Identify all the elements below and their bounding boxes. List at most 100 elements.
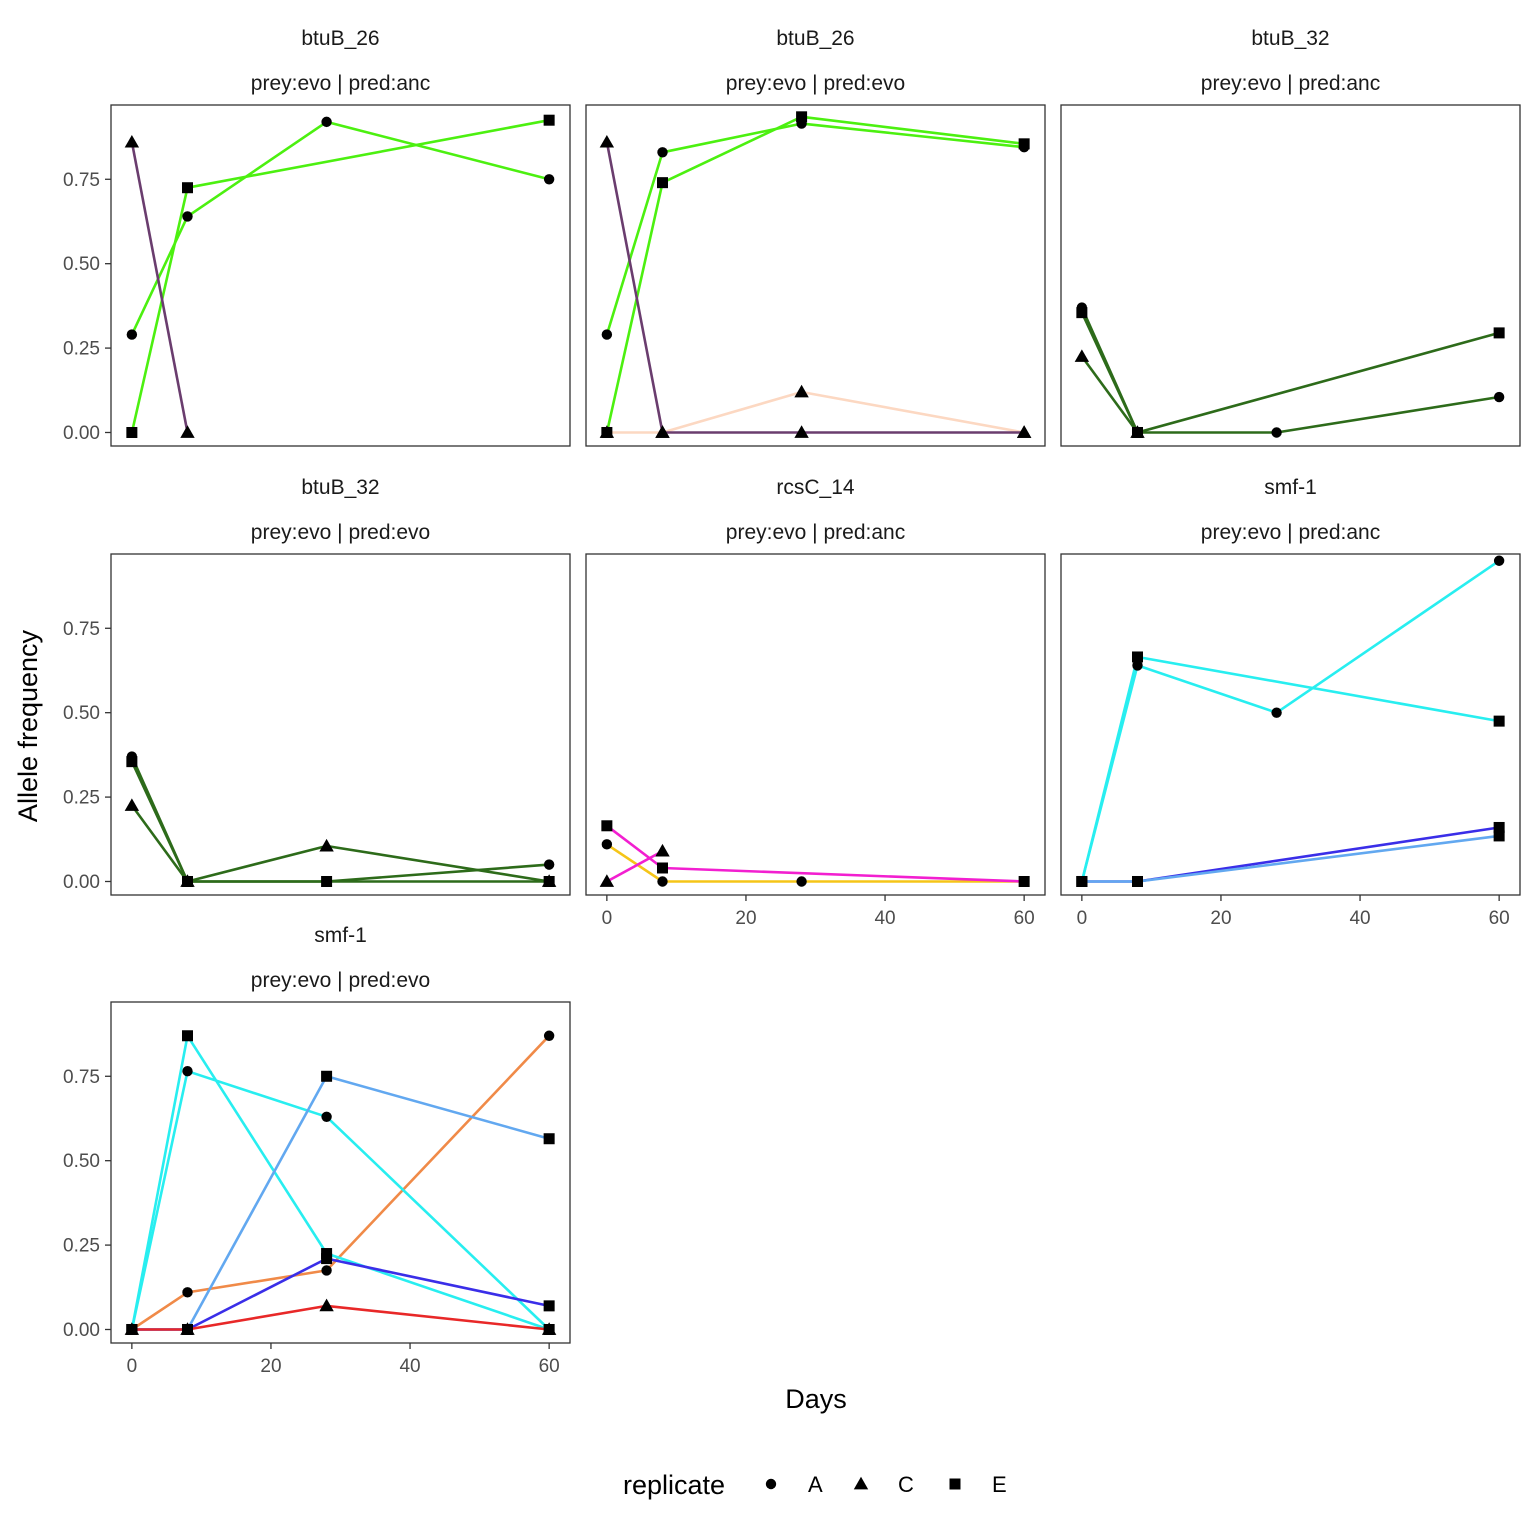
data-point-square [543, 114, 555, 126]
data-point-triangle [655, 425, 670, 438]
facet-condition-label: prey:evo | pred:anc [726, 521, 905, 544]
x-tick-label: 20 [735, 908, 756, 929]
legend-key-circle [765, 1478, 777, 1490]
x-tick-label: 0 [602, 908, 613, 929]
data-point-square [1132, 426, 1143, 438]
series-line [605, 115, 1025, 433]
facet-panel: btuB_26 prey:evo | pred:anc 0.00 0.25 0.50 0.… [63, 27, 571, 447]
facet-gene-label: smf-1 [1264, 476, 1317, 499]
data-point-triangle [1016, 425, 1032, 438]
series-line [130, 141, 189, 433]
data-point-square [657, 177, 668, 189]
series-line [606, 849, 664, 883]
facet-gene-label: rcsC_14 [776, 476, 855, 499]
x-tick-label: 60 [1014, 908, 1035, 929]
panel-border [1060, 104, 1521, 447]
data-point-triangle [599, 134, 615, 148]
legend-key-square [949, 1478, 961, 1490]
facet-gene-label: btuB_32 [301, 476, 379, 499]
data-point-square [182, 182, 193, 194]
facet-condition-label: prey:evo | pred:evo [251, 521, 430, 544]
y-axis-title: Allele frequency [13, 629, 43, 822]
series-line [130, 804, 550, 883]
data-point-circle [601, 329, 613, 340]
y-tick-label: 0.00 [63, 1320, 100, 1341]
facet-panel: smf-1 prey:evo | pred:anc 0 20 40 60 [1060, 476, 1521, 929]
data-point-triangle [319, 838, 334, 852]
series-line [130, 1034, 550, 1331]
panel-border [110, 104, 571, 447]
data-point-circle [543, 1030, 555, 1041]
legend-label: E [992, 1472, 1007, 1497]
facet-condition-label: prey:evo | pred:evo [251, 969, 430, 992]
legend-title: replicate [623, 1470, 725, 1500]
data-point-square [126, 426, 138, 438]
facet-condition-label: prey:evo | pred:anc [1201, 72, 1380, 95]
data-point-square [601, 820, 613, 832]
series-line [1080, 355, 1139, 434]
data-point-circle [126, 329, 138, 340]
data-point-square [1132, 651, 1143, 663]
series-line [130, 120, 550, 336]
data-point-circle [1493, 555, 1505, 566]
data-point-triangle [655, 843, 670, 857]
data-point-triangle [180, 1322, 195, 1335]
y-tick-label: 0.50 [63, 1151, 100, 1172]
data-point-square [543, 875, 555, 887]
facet-condition-label: prey:evo | pred:anc [1201, 521, 1380, 544]
data-point-triangle [319, 1298, 334, 1312]
data-point-circle [321, 1111, 332, 1122]
data-point-triangle [124, 798, 140, 811]
data-point-circle [321, 1265, 332, 1276]
data-point-circle [321, 116, 332, 128]
data-point-square [126, 756, 138, 768]
x-tick-label: 20 [1210, 908, 1231, 929]
legend: replicate A C E [623, 1470, 1007, 1500]
facet-gene-label: smf-1 [314, 924, 367, 947]
data-point-circle [182, 1066, 193, 1077]
data-point-square [1132, 875, 1143, 887]
x-tick-label: 40 [1349, 908, 1370, 929]
data-point-square [796, 111, 808, 123]
panel-border [585, 553, 1046, 896]
facet-condition-label: prey:evo | pred:evo [726, 72, 905, 95]
y-tick-label: 0.25 [63, 339, 100, 360]
x-tick-label: 40 [874, 908, 895, 929]
data-point-triangle [541, 1322, 557, 1335]
data-point-circle [182, 211, 193, 222]
data-point-circle [796, 876, 807, 887]
data-point-circle [1271, 707, 1282, 718]
facet-panel: smf-1 prey:evo | pred:evo 0.00 0.25 0.50 0.75… [63, 924, 571, 1377]
facet-panel: btuB_26 prey:evo | pred:evo [585, 27, 1046, 447]
facet-gene-label: btuB_32 [1251, 27, 1329, 50]
y-tick-label: 0.00 [63, 872, 100, 893]
facet-panel: btuB_32 prey:evo | pred:evo 0.00 0.25 0.50 0.… [63, 476, 571, 896]
facet-gene-label: btuB_26 [776, 27, 854, 50]
data-point-circle [657, 876, 668, 887]
data-point-square [1076, 307, 1088, 319]
x-tick-label: 60 [539, 1356, 560, 1377]
data-point-circle [601, 839, 613, 850]
y-tick-label: 0.00 [63, 423, 100, 444]
data-point-square [321, 1070, 333, 1082]
facet-panel: rcsC_14 prey:evo | pred:anc 0 20 40 60 [585, 476, 1046, 929]
panel-border [1060, 553, 1521, 896]
data-point-circle [1271, 427, 1282, 438]
data-point-triangle [124, 1322, 140, 1335]
x-tick-label: 60 [1489, 908, 1510, 929]
data-point-circle [543, 174, 555, 185]
data-point-triangle [1074, 349, 1090, 362]
facet-panels: btuB_26 prey:evo | pred:anc 0.00 0.25 0.50 0.… [63, 27, 1521, 1377]
y-tick-label: 0.75 [63, 1067, 100, 1088]
y-tick-label: 0.50 [63, 703, 100, 724]
data-point-circle [657, 147, 668, 158]
data-point-triangle [794, 384, 809, 398]
x-tick-label: 40 [399, 1356, 420, 1377]
data-point-square [1493, 715, 1505, 727]
data-point-square [1493, 821, 1505, 833]
data-point-triangle [794, 425, 809, 438]
y-tick-label: 0.75 [63, 619, 100, 640]
x-tick-label: 0 [1077, 908, 1088, 929]
data-point-circle [1493, 391, 1505, 403]
